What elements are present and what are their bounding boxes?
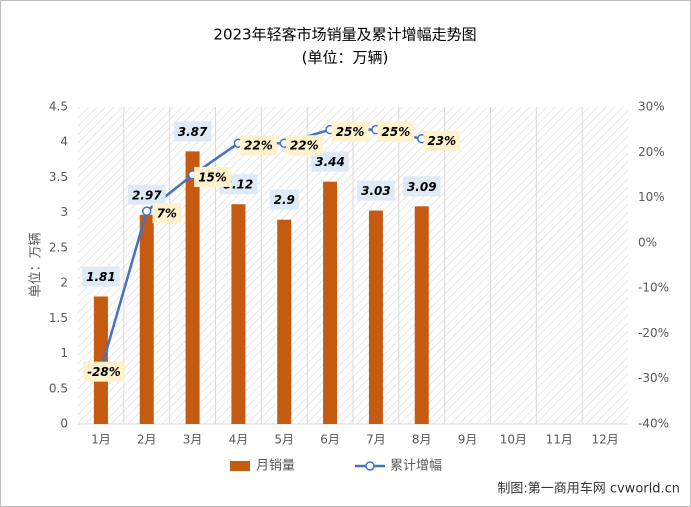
x-tick-label: 9月 <box>458 433 478 447</box>
bar <box>277 219 292 424</box>
chart-subtitle: (单位：万辆) <box>302 49 389 67</box>
bar <box>368 210 383 424</box>
legend-label: 累计增幅 <box>390 459 442 474</box>
y-axis-label: 单位：万辆 <box>29 232 44 297</box>
data-label: 25% <box>382 125 411 139</box>
y2-tick-label: -40% <box>638 417 669 431</box>
x-tick-label: 1月 <box>91 433 111 447</box>
legend-swatch <box>230 461 250 471</box>
legend-marker <box>365 461 375 471</box>
x-tick-label: 5月 <box>274 433 294 447</box>
x-tick-label: 11月 <box>546 433 573 447</box>
data-label: -28% <box>87 365 121 379</box>
data-label-box <box>269 189 299 210</box>
y-tick-label: 3 <box>60 205 68 219</box>
data-label-box <box>402 176 441 197</box>
y-tick-label: 4.5 <box>49 100 68 114</box>
y2-tick-label: -10% <box>638 281 669 295</box>
bar <box>414 206 429 424</box>
data-label: 3.87 <box>178 125 208 139</box>
data-label-box <box>152 203 181 224</box>
x-tick-label: 12月 <box>591 433 618 447</box>
data-label-box <box>127 184 166 205</box>
data-label: 3.44 <box>315 155 345 169</box>
x-tick-label: 7月 <box>366 433 386 447</box>
data-label: 3.12 <box>224 178 254 192</box>
y2-tick-label: 20% <box>638 145 665 159</box>
chart-title: 2023年轻客市场销量及累计增幅走势图 <box>213 26 476 44</box>
y-tick-label: 3.5 <box>49 170 68 184</box>
y-tick-label: 0 <box>60 417 68 431</box>
data-label: 1.81 <box>86 270 116 284</box>
bar <box>231 204 246 424</box>
data-label-box <box>82 266 120 287</box>
data-label-box <box>311 151 349 172</box>
bar <box>185 151 200 424</box>
y2-tick-label: -30% <box>638 371 669 385</box>
y2-tick-label: 30% <box>638 100 665 114</box>
data-label-box <box>285 135 323 156</box>
data-label-box <box>423 130 461 151</box>
data-label-box <box>194 166 231 187</box>
x-tick-label: 3月 <box>183 433 203 447</box>
data-label-box <box>240 135 277 156</box>
x-tick-label: 8月 <box>412 433 432 447</box>
data-label: 3.03 <box>361 184 391 198</box>
bar <box>323 181 338 424</box>
x-tick-label: 10月 <box>500 433 527 447</box>
y-tick-label: 2.5 <box>49 240 68 254</box>
data-label: 7% <box>157 207 177 221</box>
y2-tick-label: -20% <box>638 326 669 340</box>
data-label: 3.09 <box>407 180 437 194</box>
data-label: 15% <box>198 170 227 184</box>
data-label: 23% <box>427 134 456 148</box>
x-tick-label: 2月 <box>137 433 157 447</box>
data-label: 22% <box>290 139 319 153</box>
data-label: 2.97 <box>132 188 162 202</box>
y-tick-label: 2 <box>60 276 68 290</box>
y2-tick-label: 10% <box>638 190 665 204</box>
data-label-box <box>83 361 125 382</box>
source: 制图:第一商用车网 cvworld.cn <box>497 481 680 497</box>
y2-tick-label: 0% <box>638 235 657 249</box>
y-tick-label: 4 <box>60 135 68 149</box>
bar <box>93 296 108 424</box>
bar <box>139 214 154 424</box>
data-label-box <box>331 121 369 142</box>
data-label: 25% <box>336 125 365 139</box>
x-tick-label: 4月 <box>229 433 249 447</box>
y-tick-label: 1 <box>60 346 68 360</box>
x-tick-label: 6月 <box>320 433 340 447</box>
y-tick-label: 1.5 <box>49 311 68 325</box>
y-tick-label: 0.5 <box>49 381 68 395</box>
data-label-box <box>173 121 212 142</box>
data-label: 2.9 <box>274 193 295 207</box>
line-marker <box>142 206 152 216</box>
data-label-box <box>377 121 415 142</box>
legend-label: 月销量 <box>256 459 295 474</box>
data-label-box <box>357 180 395 201</box>
data-label: 22% <box>244 139 273 153</box>
